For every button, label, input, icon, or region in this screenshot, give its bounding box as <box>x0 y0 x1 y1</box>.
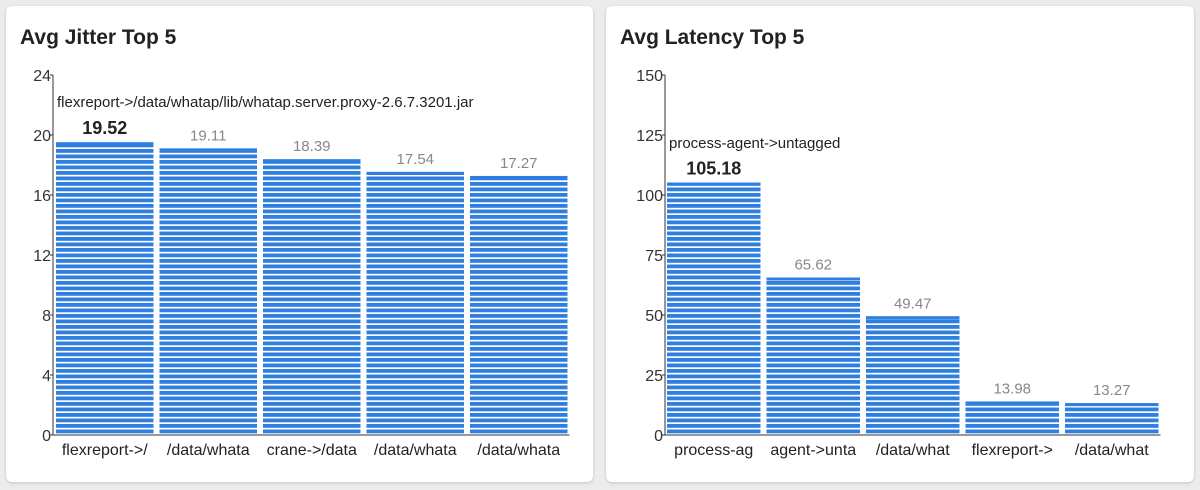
bar-value-label: 105.18 <box>686 159 741 179</box>
bar-group[interactable]: 49.47/data/what <box>866 295 960 459</box>
y-tick-label: 24 <box>33 68 51 85</box>
x-tick-label: /data/what <box>1075 442 1149 459</box>
y-tick-label: 0 <box>42 428 51 445</box>
jitter-title: Avg Jitter Top 5 <box>20 26 177 49</box>
bar-cap <box>866 316 960 320</box>
bar-group[interactable]: 19.52 flexreport->/ <box>56 118 154 459</box>
bar[interactable] <box>56 142 154 435</box>
y-tick-label: 75 <box>645 248 663 265</box>
bar[interactable] <box>965 401 1060 435</box>
bar-cap <box>766 277 860 281</box>
bar-value-label: 13.27 <box>1093 382 1131 399</box>
bar-cap <box>366 171 464 175</box>
top-item-label: process-agent->untagged <box>669 135 840 152</box>
y-tick-label: 12 <box>33 248 51 265</box>
bar-cap <box>1065 403 1159 407</box>
bar-group[interactable]: 18.39 crane->/data <box>263 138 361 459</box>
bar[interactable] <box>263 159 361 435</box>
bar-cap <box>56 142 154 146</box>
top-item-label: flexreport->/data/whatap/lib/whatap.serv… <box>57 94 473 111</box>
bar-cap <box>263 159 361 163</box>
bar-group[interactable]: 13.27/data/what <box>1065 382 1159 459</box>
bar-group[interactable]: 17.27/data/whata <box>470 155 568 459</box>
bar-group[interactable]: 105.18 process-ag <box>667 159 761 459</box>
bar-cap <box>159 148 257 152</box>
bar[interactable] <box>159 148 258 435</box>
x-tick-label: process-ag <box>674 442 753 459</box>
bar-value-label: 65.62 <box>794 257 832 274</box>
x-tick-label: flexreport->/ <box>62 442 148 459</box>
bar-value-label: 19.11 <box>190 127 226 144</box>
jitter-panel: Avg Jitter Top 5 0 4 8 12 16 20 24 19.52 flexrep… <box>6 6 593 482</box>
x-tick-label: flexreport-> <box>972 442 1053 459</box>
x-tick-label: /data/whata <box>477 442 560 459</box>
y-tick-label: 100 <box>636 188 663 205</box>
bar-value-label: 49.47 <box>894 295 932 312</box>
x-tick-label: crane->/data <box>267 442 357 459</box>
bar-value-label: 19.52 <box>82 118 127 138</box>
bar-value-label: 18.39 <box>293 138 331 155</box>
x-tick-label: /data/whata <box>374 442 457 459</box>
bar-value-label: 13.98 <box>993 380 1031 397</box>
bar[interactable] <box>366 171 465 435</box>
bar-cap <box>470 175 568 179</box>
y-tick-label: 50 <box>645 308 663 325</box>
y-tick-label: 25 <box>645 368 663 385</box>
bar[interactable] <box>866 316 960 435</box>
bar-group[interactable]: 65.62 agent->unta <box>766 257 861 459</box>
y-tick-label: 16 <box>33 188 51 205</box>
bar-value-label: 17.27 <box>500 155 538 172</box>
y-tick-label: 8 <box>42 308 51 325</box>
bar-group[interactable]: 17.54/data/whata <box>366 151 465 459</box>
bar[interactable] <box>1065 403 1159 435</box>
jitter-chart: 0 4 8 12 16 20 24 19.52 flexreport->/ 19.11/data/… <box>33 68 570 459</box>
bar[interactable] <box>470 175 568 435</box>
x-tick-label: agent->unta <box>770 442 856 459</box>
y-tick-label: 125 <box>636 128 663 145</box>
latency-chart: 0 25 50 75 100 125 150 105.18 process-ag 65.62 age… <box>636 68 1161 459</box>
bar-cap <box>965 401 1059 405</box>
y-tick-label: 150 <box>636 68 663 85</box>
bar[interactable] <box>667 182 761 435</box>
x-tick-label: /data/what <box>876 442 950 459</box>
x-tick-label: /data/whata <box>167 442 250 459</box>
bar-group[interactable]: 19.11/data/whata <box>159 127 258 459</box>
bar-cap <box>667 182 761 186</box>
latency-title: Avg Latency Top 5 <box>620 26 805 49</box>
y-tick-label: 20 <box>33 128 51 145</box>
bar-group[interactable]: 13.98 flexreport-> <box>965 380 1060 459</box>
bar[interactable] <box>766 277 861 435</box>
y-tick-label: 4 <box>42 368 51 385</box>
latency-panel: Avg Latency Top 5 0 25 50 75 100 125 150 105.18… <box>606 6 1194 482</box>
bar-value-label: 17.54 <box>396 151 434 168</box>
y-tick-label: 0 <box>654 428 663 445</box>
